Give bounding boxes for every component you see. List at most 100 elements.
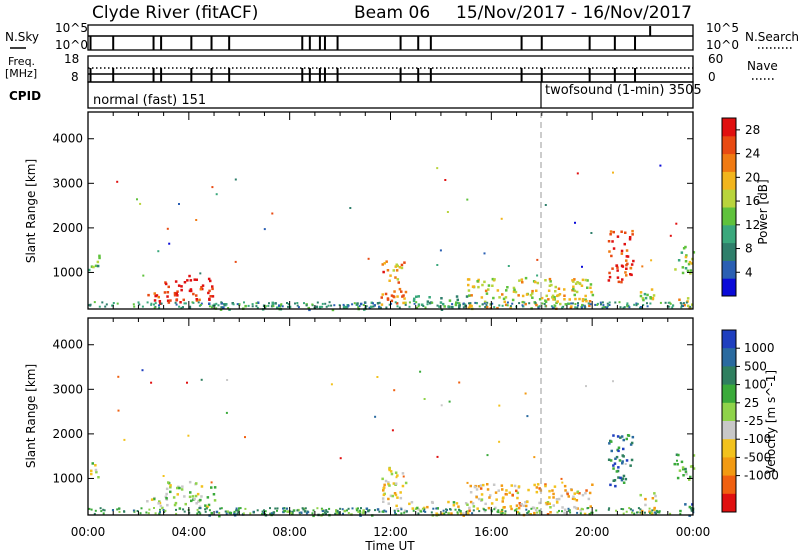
echo-cell (552, 496, 555, 499)
echo-cell (159, 504, 163, 508)
echo-cell (282, 507, 285, 510)
echo-cell (620, 508, 623, 510)
echo-cell (521, 304, 524, 307)
echo-cell (183, 302, 186, 305)
echo-cell (635, 304, 638, 307)
echo-cell (467, 278, 471, 281)
echo-cell (270, 305, 273, 308)
echo-cell (612, 434, 615, 437)
echo-cell (153, 497, 156, 501)
echo-cell (405, 510, 408, 513)
echo-cell (586, 279, 589, 282)
echo-cell (498, 440, 501, 443)
echo-cell (101, 301, 104, 304)
echo-cell (462, 302, 465, 305)
echo-cell (195, 482, 198, 485)
echo-cell (531, 292, 534, 295)
echo-cell (281, 305, 284, 308)
echo-cell (117, 375, 120, 378)
echo-cell (393, 290, 396, 293)
echo-cell (459, 512, 463, 515)
echo-cell (585, 489, 588, 492)
echo-cell (436, 167, 439, 170)
echo-cell (112, 302, 115, 304)
echo-cell (533, 511, 536, 515)
echo-cell (150, 303, 153, 306)
echo-cell (464, 502, 468, 505)
echo-cell (198, 505, 202, 508)
echo-cell (261, 510, 264, 513)
echo-cell (206, 505, 209, 508)
echo-cell (102, 512, 105, 515)
colorbar-swatch (722, 135, 736, 155)
echo-cell (155, 294, 159, 297)
echo-cell (635, 302, 638, 305)
echo-cell (298, 511, 301, 514)
y-tick-label: 2000 (52, 427, 83, 441)
echo-cell (132, 509, 135, 512)
echo-cell (552, 492, 555, 496)
echo-cell (355, 509, 358, 512)
echo-cell (193, 278, 196, 281)
echo-cell (301, 507, 304, 510)
echo-cell (501, 304, 504, 307)
echo-cell (643, 292, 647, 296)
echo-cell (89, 303, 92, 306)
echo-cell (527, 488, 530, 492)
echo-cell (315, 305, 318, 309)
echo-cell (608, 250, 611, 253)
colorbar-swatch (722, 439, 736, 458)
echo-cell (555, 498, 559, 501)
echo-cell (220, 306, 223, 309)
echo-cell (233, 512, 236, 515)
echo-cell (400, 508, 403, 511)
echo-cell (244, 304, 247, 308)
echo-cell (469, 303, 472, 307)
echo-cell (612, 380, 614, 383)
echo-cell (440, 404, 443, 407)
echo-cell (575, 290, 579, 294)
echo-cell (236, 512, 239, 515)
echo-cell (238, 507, 240, 510)
echo-cell (444, 179, 447, 181)
echo-cell (612, 171, 614, 174)
echo-cell (291, 510, 294, 514)
echo-cell (380, 303, 384, 306)
echo-cell (528, 512, 531, 516)
echo-cell (538, 487, 541, 490)
echo-cell (303, 510, 307, 513)
echo-cell (585, 385, 587, 388)
echo-cell (147, 293, 150, 297)
echo-cell (581, 303, 584, 306)
echo-cell (167, 285, 170, 289)
echo-cell (501, 293, 504, 296)
echo-cell (641, 265, 644, 268)
echo-cell (256, 306, 259, 309)
echo-cell (153, 303, 155, 306)
echo-cell (178, 507, 182, 510)
echo-cell (218, 512, 221, 514)
echo-cell (587, 302, 590, 305)
echo-cell (164, 281, 167, 284)
echo-cell (391, 494, 394, 498)
echo-cell (478, 305, 481, 308)
echo-cell (518, 279, 521, 282)
echo-cell (158, 500, 161, 503)
echo-cell (224, 510, 227, 513)
echo-cell (242, 512, 245, 515)
echo-cell (569, 306, 573, 310)
echo-cell (636, 511, 638, 514)
echo-cell (644, 503, 647, 507)
echo-cell (648, 507, 651, 510)
echo-cell (195, 278, 198, 281)
echo-cell (362, 304, 365, 306)
echo-cell (564, 303, 567, 306)
echo-cell (471, 502, 475, 505)
echo-cell (654, 511, 657, 514)
echo-cell (142, 274, 145, 277)
echo-cell (455, 295, 459, 298)
x-tick-label: 16:00 (474, 525, 509, 539)
echo-cell (528, 302, 531, 305)
echo-cell (208, 289, 211, 293)
echo-cell (684, 245, 687, 249)
